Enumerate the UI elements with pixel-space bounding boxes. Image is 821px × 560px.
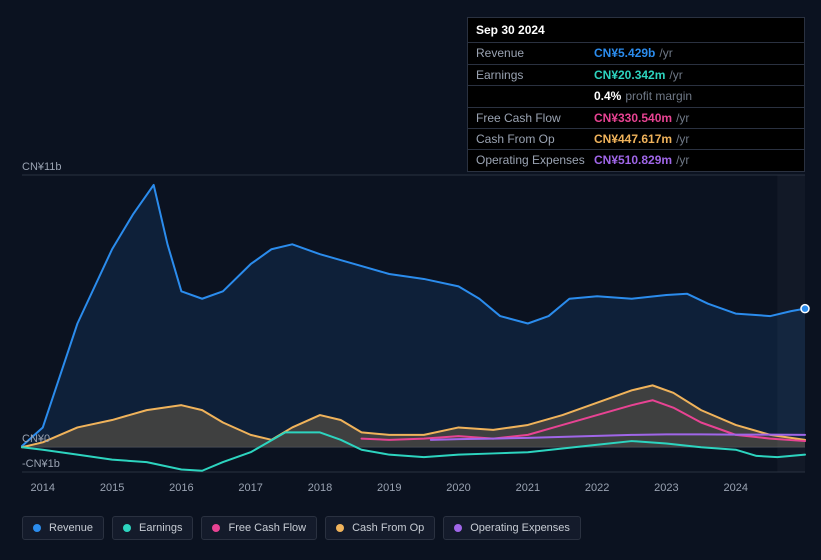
tooltip-rows: RevenueCN¥5.429b/yrEarningsCN¥20.342m/yr…: [468, 43, 804, 170]
x-axis-tick-label: 2018: [308, 482, 332, 494]
legend-dot-icon: [33, 524, 41, 532]
tooltip-row: Cash From OpCN¥447.617m/yr: [468, 129, 804, 150]
x-axis-tick-label: 2021: [516, 482, 540, 494]
legend-item-label: Operating Expenses: [470, 522, 570, 534]
legend-item-label: Cash From Op: [352, 522, 424, 534]
tooltip-row-value: CN¥447.617m: [594, 132, 672, 146]
y-axis-tick-label: CN¥11b: [22, 161, 62, 173]
legend-item-label: Free Cash Flow: [228, 522, 306, 534]
financials-chart: CN¥11bCN¥0-CN¥1b 20142015201620172018201…: [0, 0, 821, 560]
tooltip-row: 0.4% profit margin: [468, 86, 804, 107]
tooltip-row-value: CN¥510.829m: [594, 153, 672, 167]
legend-dot-icon: [212, 524, 220, 532]
x-axis-tick-label: 2014: [31, 482, 55, 494]
x-axis-tick-label: 2019: [377, 482, 401, 494]
tooltip-row: Free Cash FlowCN¥330.540m/yr: [468, 108, 804, 129]
tooltip-row-value: CN¥5.429b: [594, 46, 655, 60]
legend-item[interactable]: Free Cash Flow: [201, 516, 317, 540]
tooltip-row: EarningsCN¥20.342m/yr: [468, 65, 804, 86]
tooltip-row-label: Free Cash Flow: [476, 111, 594, 125]
legend-dot-icon: [123, 524, 131, 532]
y-axis-tick-label: CN¥0: [22, 433, 50, 445]
chart-legend: Revenue Earnings Free Cash Flow Cash From O…: [22, 516, 581, 540]
chart-tooltip: Sep 30 2024 RevenueCN¥5.429b/yrEarningsC…: [467, 17, 805, 172]
tooltip-row-unit: /yr: [676, 153, 689, 167]
x-axis-labels: 2014 2015 2016 2017 2018 2019 2020 2021 2022 2023…: [0, 482, 821, 498]
tooltip-row-unit: /yr: [669, 68, 682, 82]
legend-dot-icon: [454, 524, 462, 532]
legend-item[interactable]: Revenue: [22, 516, 104, 540]
x-axis-tick-label: 2022: [585, 482, 609, 494]
x-axis-tick-label: 2020: [446, 482, 470, 494]
legend-item[interactable]: Cash From Op: [325, 516, 435, 540]
x-axis-tick-label: 2015: [100, 482, 124, 494]
x-axis-tick-label: 2016: [169, 482, 193, 494]
legend-item-label: Revenue: [49, 522, 93, 534]
tooltip-row: RevenueCN¥5.429b/yr: [468, 43, 804, 64]
tooltip-row-unit: /yr: [659, 46, 672, 60]
tooltip-row-value: CN¥330.540m: [594, 111, 672, 125]
x-axis-tick-label: 2023: [654, 482, 678, 494]
tooltip-row-label: Cash From Op: [476, 132, 594, 146]
y-axis-tick-label: -CN¥1b: [22, 458, 60, 470]
tooltip-row-value: CN¥20.342m: [594, 68, 665, 82]
legend-item[interactable]: Earnings: [112, 516, 193, 540]
x-axis-tick-label: 2024: [723, 482, 747, 494]
x-axis-tick-label: 2017: [238, 482, 262, 494]
tooltip-row-label: Earnings: [476, 68, 594, 82]
tooltip-row-label: Revenue: [476, 46, 594, 60]
tooltip-date: Sep 30 2024: [468, 18, 804, 43]
tooltip-row-label: Operating Expenses: [476, 153, 594, 167]
tooltip-row-unit: /yr: [676, 132, 689, 146]
legend-dot-icon: [336, 524, 344, 532]
tooltip-row-value: 0.4%: [594, 89, 621, 103]
tooltip-row-unit: /yr: [676, 111, 689, 125]
legend-item-label: Earnings: [139, 522, 182, 534]
tooltip-row-secondary: profit margin: [625, 89, 692, 103]
tooltip-row: Operating ExpensesCN¥510.829m/yr: [468, 150, 804, 170]
legend-item[interactable]: Operating Expenses: [443, 516, 581, 540]
